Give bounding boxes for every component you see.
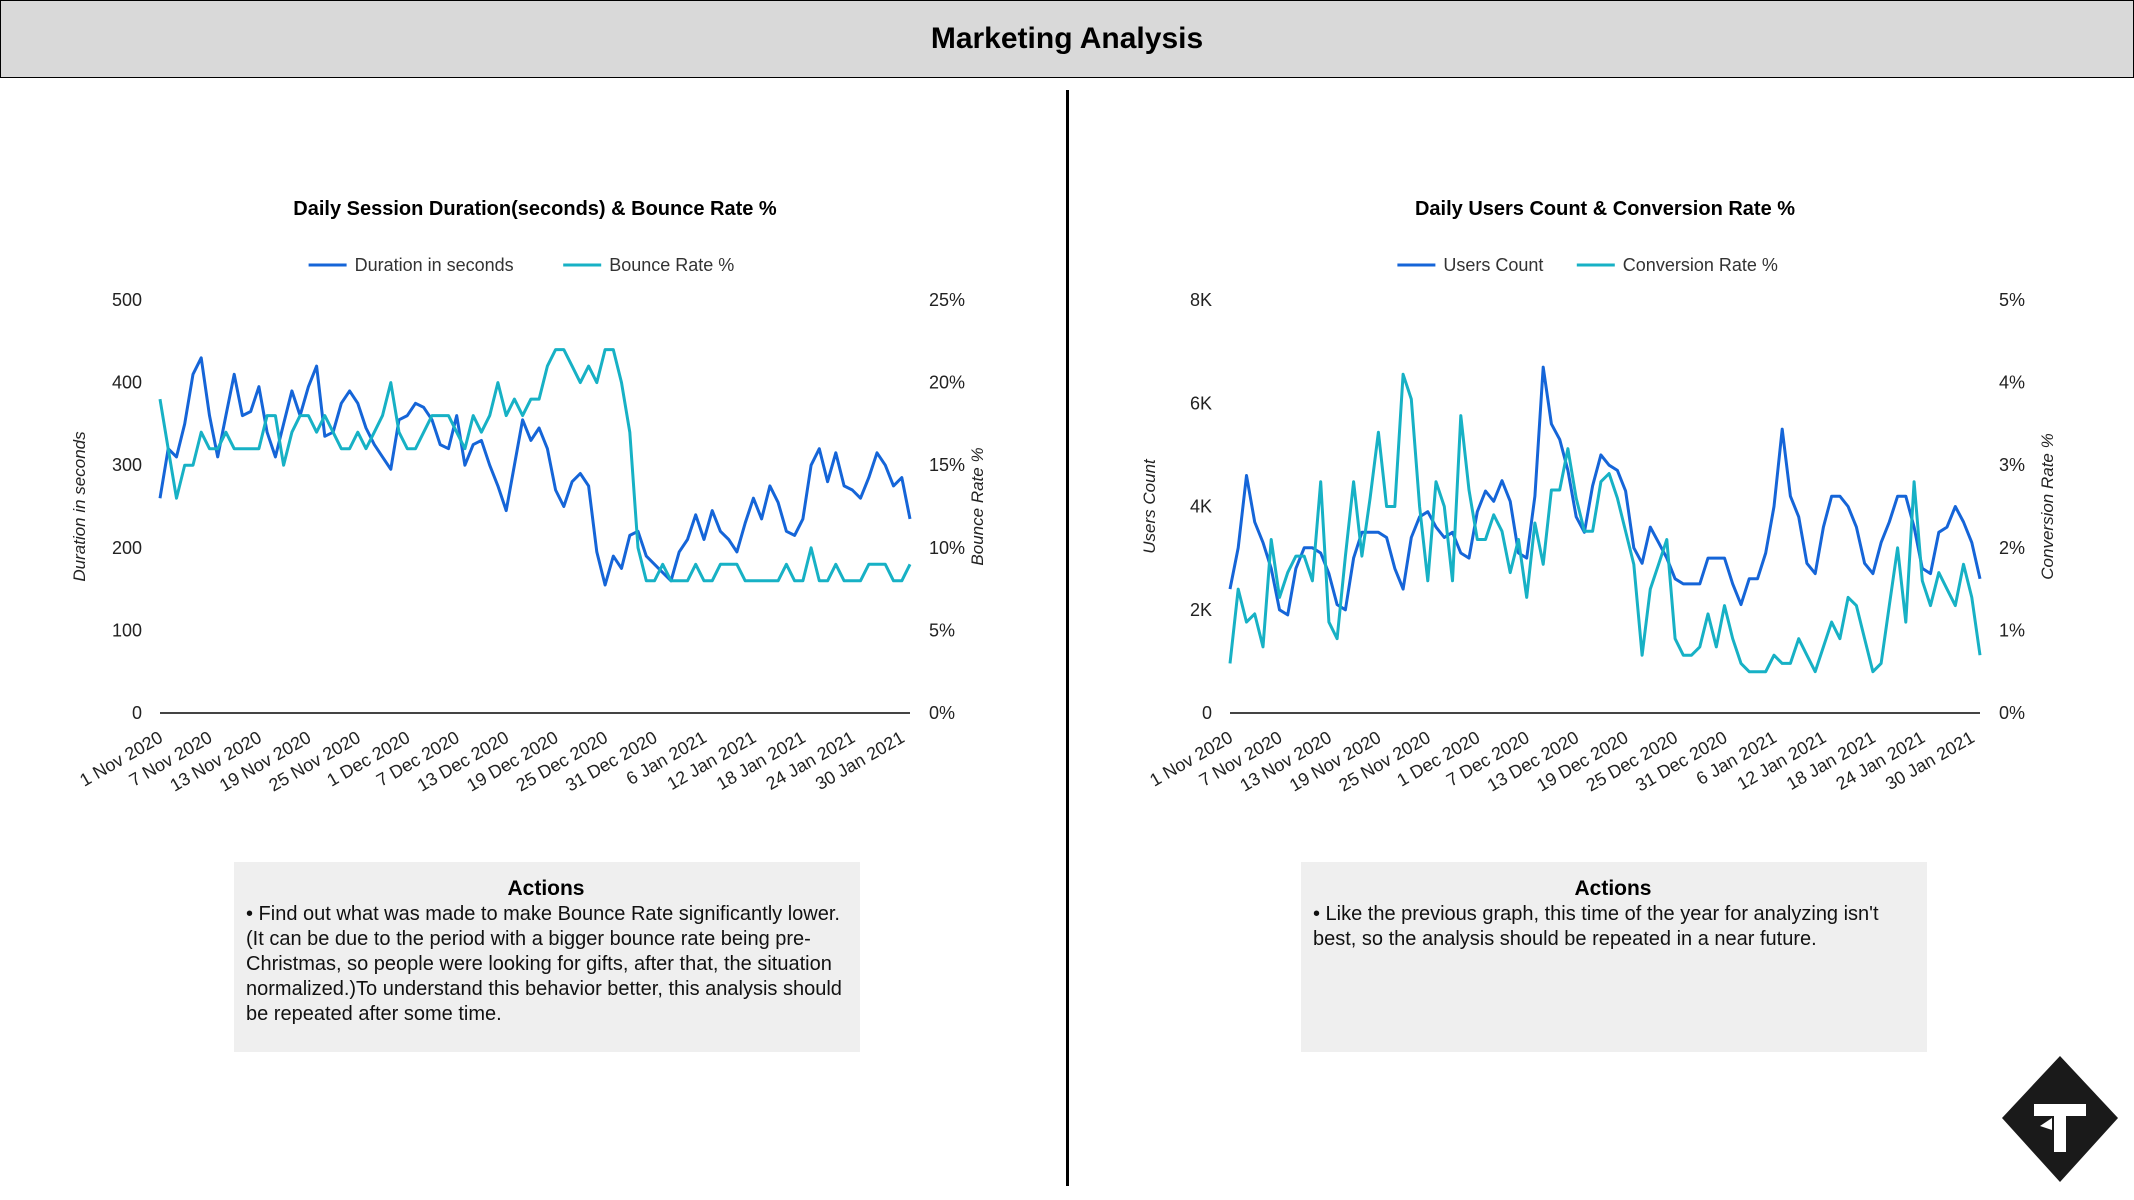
users-conversion-svg: Daily Users Count & Conversion Rate % Use…: [1140, 198, 2057, 796]
actions-box-left: Actions • Find out what was made to make…: [234, 862, 860, 1052]
chart-title: Daily Session Duration(seconds) & Bounce…: [293, 198, 777, 220]
series-line-1: [158, 348, 912, 583]
y-tick-label: 4K: [1190, 497, 1212, 517]
vertical-divider: [1066, 90, 1069, 1186]
y-tick-label: 500: [112, 290, 142, 310]
y2-tick-label: 15%: [929, 455, 965, 475]
y2-tick-label: 1%: [1999, 620, 2025, 640]
page-header: Marketing Analysis: [0, 0, 2134, 78]
series-line-0: [158, 356, 912, 587]
actions-title-left: Actions: [507, 877, 585, 900]
t-diamond-logo-icon: [2002, 1056, 2118, 1182]
y-tick-label: 200: [112, 538, 142, 558]
y2-tick-label: 3%: [1999, 455, 2025, 475]
y-tick-label: 2K: [1190, 600, 1212, 620]
y2-tick-label: 0%: [1999, 703, 2025, 723]
y2-tick-label: 5%: [1999, 290, 2025, 310]
y2-axis-label: Conversion Rate %: [2038, 433, 2057, 579]
y2-axis-label: Bounce Rate %: [968, 447, 987, 565]
y-tick-label: 400: [112, 373, 142, 393]
y-tick-label: 6K: [1190, 393, 1212, 413]
chart-title: Daily Users Count & Conversion Rate %: [1415, 198, 1795, 220]
series-line-1: [1228, 372, 1982, 674]
y-tick-label: 0: [132, 703, 142, 723]
users-conversion-chart: Daily Users Count & Conversion Rate % Use…: [1110, 180, 2110, 820]
page-title: Marketing Analysis: [930, 22, 1204, 55]
actions-text-left: • Find out what was made to make Bounce …: [246, 903, 842, 1025]
session-duration-bounce-svg: Daily Session Duration(seconds) & Bounce…: [70, 198, 987, 796]
y-tick-label: 300: [112, 455, 142, 475]
y2-tick-label: 10%: [929, 538, 965, 558]
y-tick-label: 8K: [1190, 290, 1212, 310]
y-axis-label: Duration in seconds: [70, 431, 89, 582]
y-tick-label: 100: [112, 620, 142, 640]
series-line-0: [1228, 365, 1982, 617]
legend-label-0: Users Count: [1443, 255, 1543, 275]
actions-title-right: Actions: [1574, 877, 1652, 900]
y2-tick-label: 4%: [1999, 373, 2025, 393]
y2-tick-label: 5%: [929, 620, 955, 640]
actions-box-right: Actions • Like the previous graph, this …: [1301, 862, 1927, 1052]
y-axis-label: Users Count: [1140, 458, 1159, 554]
legend-label-1: Bounce Rate %: [609, 255, 734, 275]
y-tick-label: 0: [1202, 703, 1212, 723]
legend-label-0: Duration in seconds: [355, 255, 514, 275]
y2-tick-label: 0%: [929, 703, 955, 723]
y2-tick-label: 25%: [929, 290, 965, 310]
actions-text-right: • Like the previous graph, this time of …: [1313, 903, 1879, 950]
y2-tick-label: 2%: [1999, 538, 2025, 558]
y2-tick-label: 20%: [929, 373, 965, 393]
session-duration-bounce-chart: Daily Session Duration(seconds) & Bounce…: [40, 180, 1040, 820]
legend-label-1: Conversion Rate %: [1623, 255, 1778, 275]
